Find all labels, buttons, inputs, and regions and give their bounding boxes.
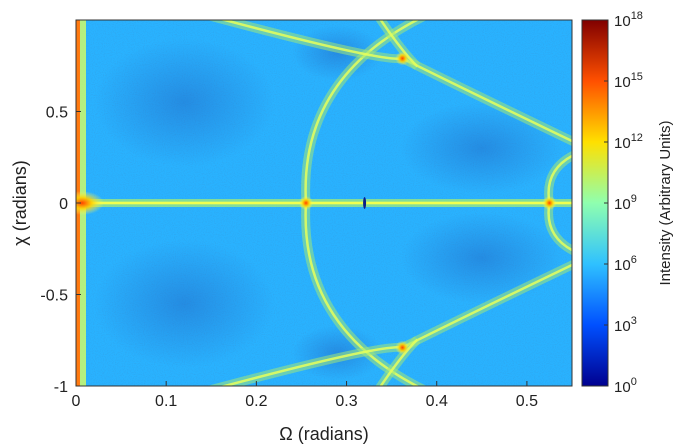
x-tick-label-3: 0.3 [335, 393, 357, 410]
heatmap-low-region-2 [400, 102, 563, 194]
heatmap-low-region-0 [94, 38, 275, 167]
heatmap-points [298, 51, 557, 355]
colorbar-tick-label-4: 106 [614, 254, 637, 274]
heatmap-dark-point [363, 197, 367, 209]
colorbar-tick-exponent: 18 [631, 10, 643, 22]
heatmap-low-region-3 [400, 212, 563, 304]
heatmap-bright-point-0 [298, 196, 313, 210]
colorbar-tick-exponent: 15 [631, 71, 643, 83]
heatmap-origin-hotspot [76, 191, 104, 215]
colorbar-tick-base: 10 [614, 318, 631, 335]
heatmap-low-region-1 [94, 239, 275, 368]
x-axis: 0 0.1 0.2 0.3 0.4 0.5 [72, 381, 538, 410]
colorbar-tick-label-5: 103 [614, 315, 637, 335]
colorbar-tick-base: 10 [614, 196, 631, 213]
x-tick-label-4: 0.4 [426, 393, 448, 410]
y-axis-title: χ (radians) [10, 160, 30, 245]
colorbar-tick-exponent: 0 [631, 376, 637, 388]
heatmap-arc-lower-stub [379, 338, 419, 386]
y-tick-label-2: -0.5 [40, 288, 68, 305]
y-tick-label-3: -1 [54, 379, 68, 396]
colorbar-tick-base: 10 [614, 74, 631, 91]
heatmap-horizontal-ridge [76, 201, 572, 205]
x-tick-label-0: 0 [72, 393, 81, 410]
plot-area [75, 19, 573, 387]
y-tick-label-1: 0 [59, 196, 68, 213]
x-tick-label-1: 0.1 [155, 393, 177, 410]
colorbar-tick-label-3: 109 [614, 193, 637, 213]
heatmap-bright-point-1 [395, 51, 410, 66]
colorbar-scale [581, 19, 609, 387]
colorbar-tick-label-0: 1018 [614, 10, 643, 30]
x-tick-label-5: 0.5 [516, 393, 538, 410]
x-axis-title: Ω (radians) [279, 424, 368, 444]
heatmap-bright-point-3 [542, 196, 557, 210]
colorbar-tick-base: 10 [614, 135, 631, 152]
colorbar-tick-exponent: 6 [631, 254, 637, 266]
heatmap-bright-point-2 [395, 340, 410, 355]
colorbar-tick-label-6: 100 [614, 376, 637, 396]
colorbar-tick-base: 10 [614, 379, 631, 396]
colorbar-tick-label-2: 1012 [614, 132, 643, 152]
colorbar-title: Intensity (Arbitrary Units) [657, 120, 674, 285]
y-tick-label-0: 0.5 [46, 105, 68, 122]
colorbar-tick-label-1: 1015 [614, 71, 643, 91]
heatmap-arc-upper-stub [379, 20, 419, 68]
colorbar-tick-base: 10 [614, 13, 631, 30]
colorbar-tick-exponent: 12 [631, 132, 643, 144]
colorbar-tick-exponent: 3 [631, 315, 637, 327]
y-axis: 0.5 0 -0.5 -1 [40, 105, 81, 396]
x-tick-label-2: 0.2 [245, 393, 267, 410]
colorbar-tick-exponent: 9 [631, 193, 637, 205]
colorbar-tick-base: 10 [614, 257, 631, 274]
